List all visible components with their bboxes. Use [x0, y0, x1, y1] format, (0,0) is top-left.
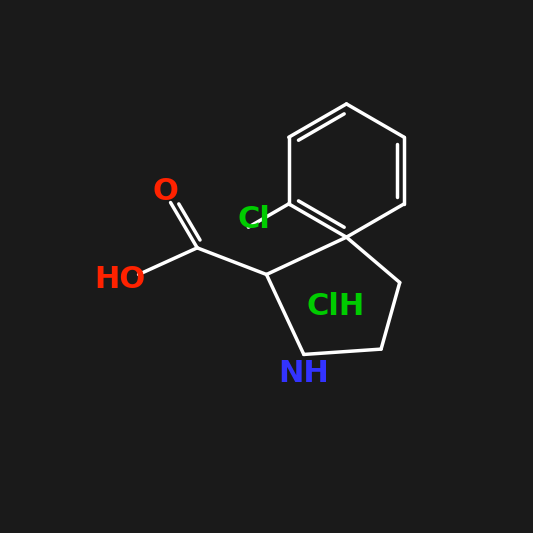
Text: HO: HO — [94, 265, 146, 294]
Text: O: O — [152, 177, 178, 206]
Text: Cl: Cl — [237, 205, 270, 233]
Text: ClH: ClH — [306, 292, 365, 321]
Text: NH: NH — [278, 359, 329, 387]
